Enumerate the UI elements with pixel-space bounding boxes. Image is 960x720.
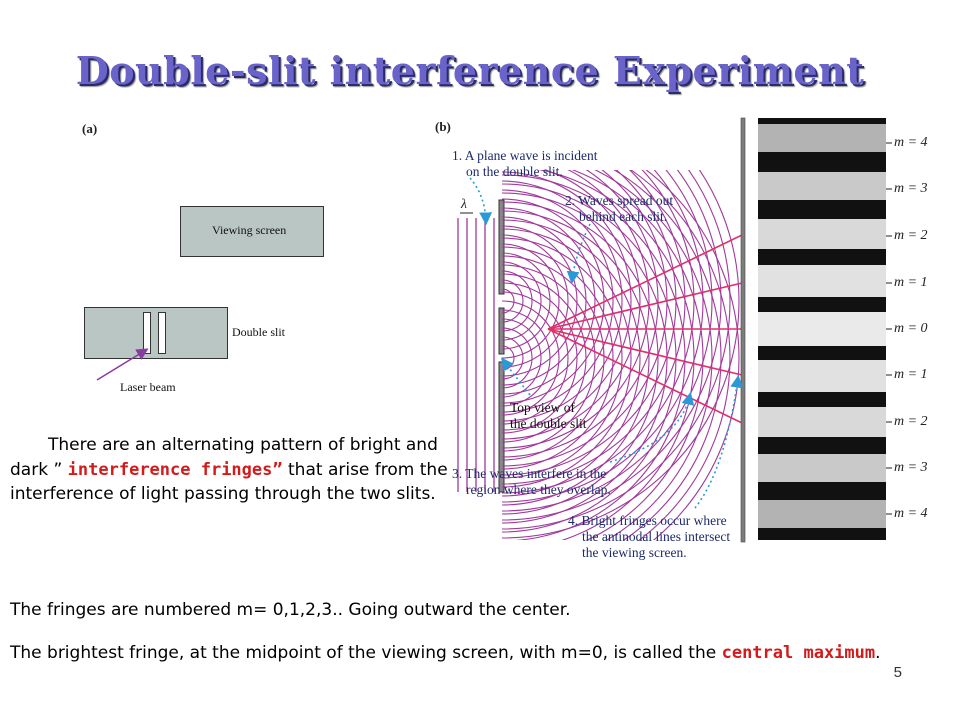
lambda-symbol: λ xyxy=(461,196,467,211)
note-1-line-1: 1. A plane wave is incident xyxy=(452,148,598,163)
para1-text-b: that arise from the interference of ligh… xyxy=(10,459,448,505)
para3-text-b: . xyxy=(875,643,881,663)
note-4-line-1: 4. Bright fringes occur where xyxy=(568,513,727,528)
order-label-top-3: m = 3 xyxy=(894,181,928,196)
order-label-bottom-4: m = 4 xyxy=(894,506,928,521)
order-label-bottom-1: m = 1 xyxy=(894,367,928,382)
top-view-label: Top view of the double slit xyxy=(510,400,587,432)
figure-b-label: (b) xyxy=(435,119,451,134)
note4-arrow xyxy=(694,374,743,509)
viewing-screen-box: Viewing screen xyxy=(180,206,324,257)
note-3: 3. The waves interfere in the region whe… xyxy=(452,466,611,498)
top-view-line-1: Top view of xyxy=(510,400,576,415)
plane-wavefronts xyxy=(457,218,495,492)
page-number: 5 xyxy=(893,664,902,681)
order-tick-marks xyxy=(886,142,892,515)
circular-wavefronts xyxy=(502,170,740,540)
note1-arrow xyxy=(469,177,493,226)
paragraph-interference-fringes: There are an alternating pattern of brig… xyxy=(10,433,448,507)
order-label-top-1: m = 1 xyxy=(894,275,928,290)
note-1: 1. A plane wave is incident on the doubl… xyxy=(452,148,597,180)
note-2: 2. Waves spread out behind each slit. xyxy=(565,193,673,225)
figure-a-label: (a) xyxy=(82,121,98,136)
laser-beam-arrow xyxy=(96,348,149,381)
note-2-line-2: behind each slit. xyxy=(579,209,668,224)
para3-text-a: The brightest fringe, at the midpoint of… xyxy=(10,643,722,663)
paragraph-numbering: The fringes are numbered m= 0,1,2,3.. Go… xyxy=(10,600,571,620)
para3-emphasis: central maximum xyxy=(721,643,876,663)
double-slit-label: Double slit xyxy=(232,325,285,339)
order-label-bottom-2: m = 2 xyxy=(894,414,928,429)
note2-arrow xyxy=(566,223,591,285)
note-4: 4. Bright fringes occur where the antino… xyxy=(568,513,730,561)
viewing-screen-label: Viewing screen xyxy=(212,223,287,237)
slit-2 xyxy=(158,312,166,354)
para1-text-a: There are an alternating pattern of brig… xyxy=(10,435,438,480)
note-1-line-2: on the double slit. xyxy=(466,164,563,179)
note-2-line-1: 2. Waves spread out xyxy=(565,193,674,208)
antinodal-lines xyxy=(547,234,743,424)
order-label-center-0: m = 0 xyxy=(894,321,928,336)
note-3-line-1: 3. The waves interfere in the xyxy=(452,466,607,481)
note-4-line-2: the antinodal lines intersect xyxy=(582,529,731,544)
fringe-pattern xyxy=(758,124,886,528)
note3-arrow xyxy=(609,391,695,463)
viewing-screen-bar xyxy=(740,117,746,543)
top-view-line-2: the double slit xyxy=(510,416,587,431)
note-3-line-2: region where they overlap. xyxy=(466,482,611,497)
laser-beam-label: Laser beam xyxy=(120,380,176,394)
slide-title: Double-slit interference Experiment xyxy=(75,48,865,93)
double-slit-box xyxy=(84,307,228,359)
order-label-top-2: m = 2 xyxy=(894,228,928,243)
para1-emphasis: interference fringes” xyxy=(67,459,283,480)
order-label-top-4: m = 4 xyxy=(894,135,928,150)
top-view-arrow xyxy=(501,357,531,396)
order-label-bottom-3: m = 3 xyxy=(894,460,928,475)
paragraph-central-maximum: The brightest fringe, at the midpoint of… xyxy=(10,641,894,666)
note-4-line-3: the viewing screen. xyxy=(582,545,687,560)
